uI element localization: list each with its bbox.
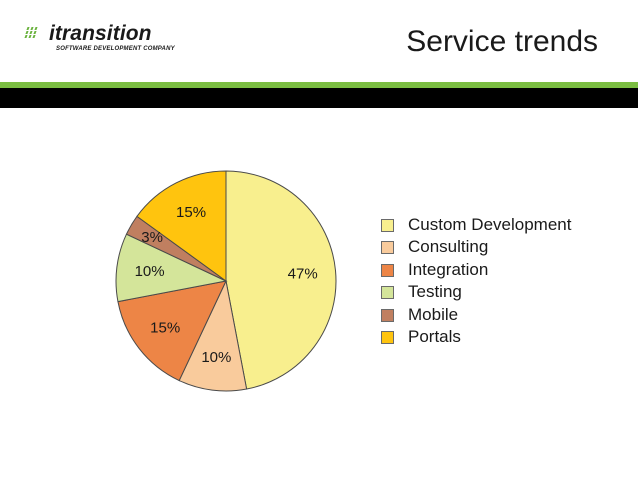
page-title: Service trends — [406, 25, 598, 58]
logo-marks-icon — [24, 27, 48, 39]
legend-label-testing: Testing — [408, 282, 462, 302]
slide-header: itransition SOFTWARE DEVELOPMENT COMPANY… — [0, 0, 638, 82]
pie-chart: 47% 10% 15% 10% 3% 15% Custom Development Cons… — [0, 108, 638, 478]
legend-item-mobile: Mobile — [381, 305, 621, 327]
pie-label-mobile: 3% — [141, 229, 163, 246]
logo-wordmark: itransition — [24, 22, 152, 46]
logo-name: itransition — [49, 22, 152, 45]
legend-item-consulting: Consulting — [381, 237, 621, 259]
pie-label-consulting: 10% — [201, 349, 231, 366]
legend-item-portals: Portals — [381, 327, 621, 349]
legend-swatch-custom-development — [381, 219, 394, 232]
legend-label-portals: Portals — [408, 326, 461, 346]
pie-slice-integration — [117, 280, 227, 382]
header-black-stripe — [0, 88, 638, 108]
legend-label-integration: Integration — [408, 259, 489, 279]
legend-item-testing: Testing — [381, 282, 621, 304]
legend-item-integration: Integration — [381, 260, 621, 282]
pie-slice-portals — [136, 170, 227, 282]
pie-chart-canvas: 47% 10% 15% 10% 3% 15% — [115, 170, 337, 392]
logo-tagline: SOFTWARE DEVELOPMENT COMPANY — [56, 46, 175, 52]
legend-swatch-consulting — [381, 241, 394, 255]
pie-label-testing: 10% — [135, 263, 165, 280]
header-accent-stripe — [0, 82, 638, 88]
pie-slice-custom-development — [225, 170, 337, 390]
legend-item-custom-development: Custom Development — [381, 215, 621, 237]
legend-label-custom-development: Custom Development — [408, 215, 572, 234]
legend-label-mobile: Mobile — [408, 304, 459, 324]
legend-swatch-portals — [381, 330, 394, 344]
legend-label-consulting: Consulting — [408, 237, 489, 257]
company-logo[interactable]: itransition SOFTWARE DEVELOPMENT COMPANY — [24, 22, 191, 62]
pie-label-portals: 15% — [176, 204, 206, 221]
pie-label-custom-development: 47% — [288, 265, 318, 282]
legend-swatch-integration — [381, 263, 394, 277]
legend-swatch-testing — [381, 286, 394, 300]
legend-swatch-mobile — [381, 308, 394, 322]
pie-label-integration: 15% — [150, 320, 180, 337]
chart-legend: Custom Development Consulting Integration T… — [381, 215, 621, 349]
